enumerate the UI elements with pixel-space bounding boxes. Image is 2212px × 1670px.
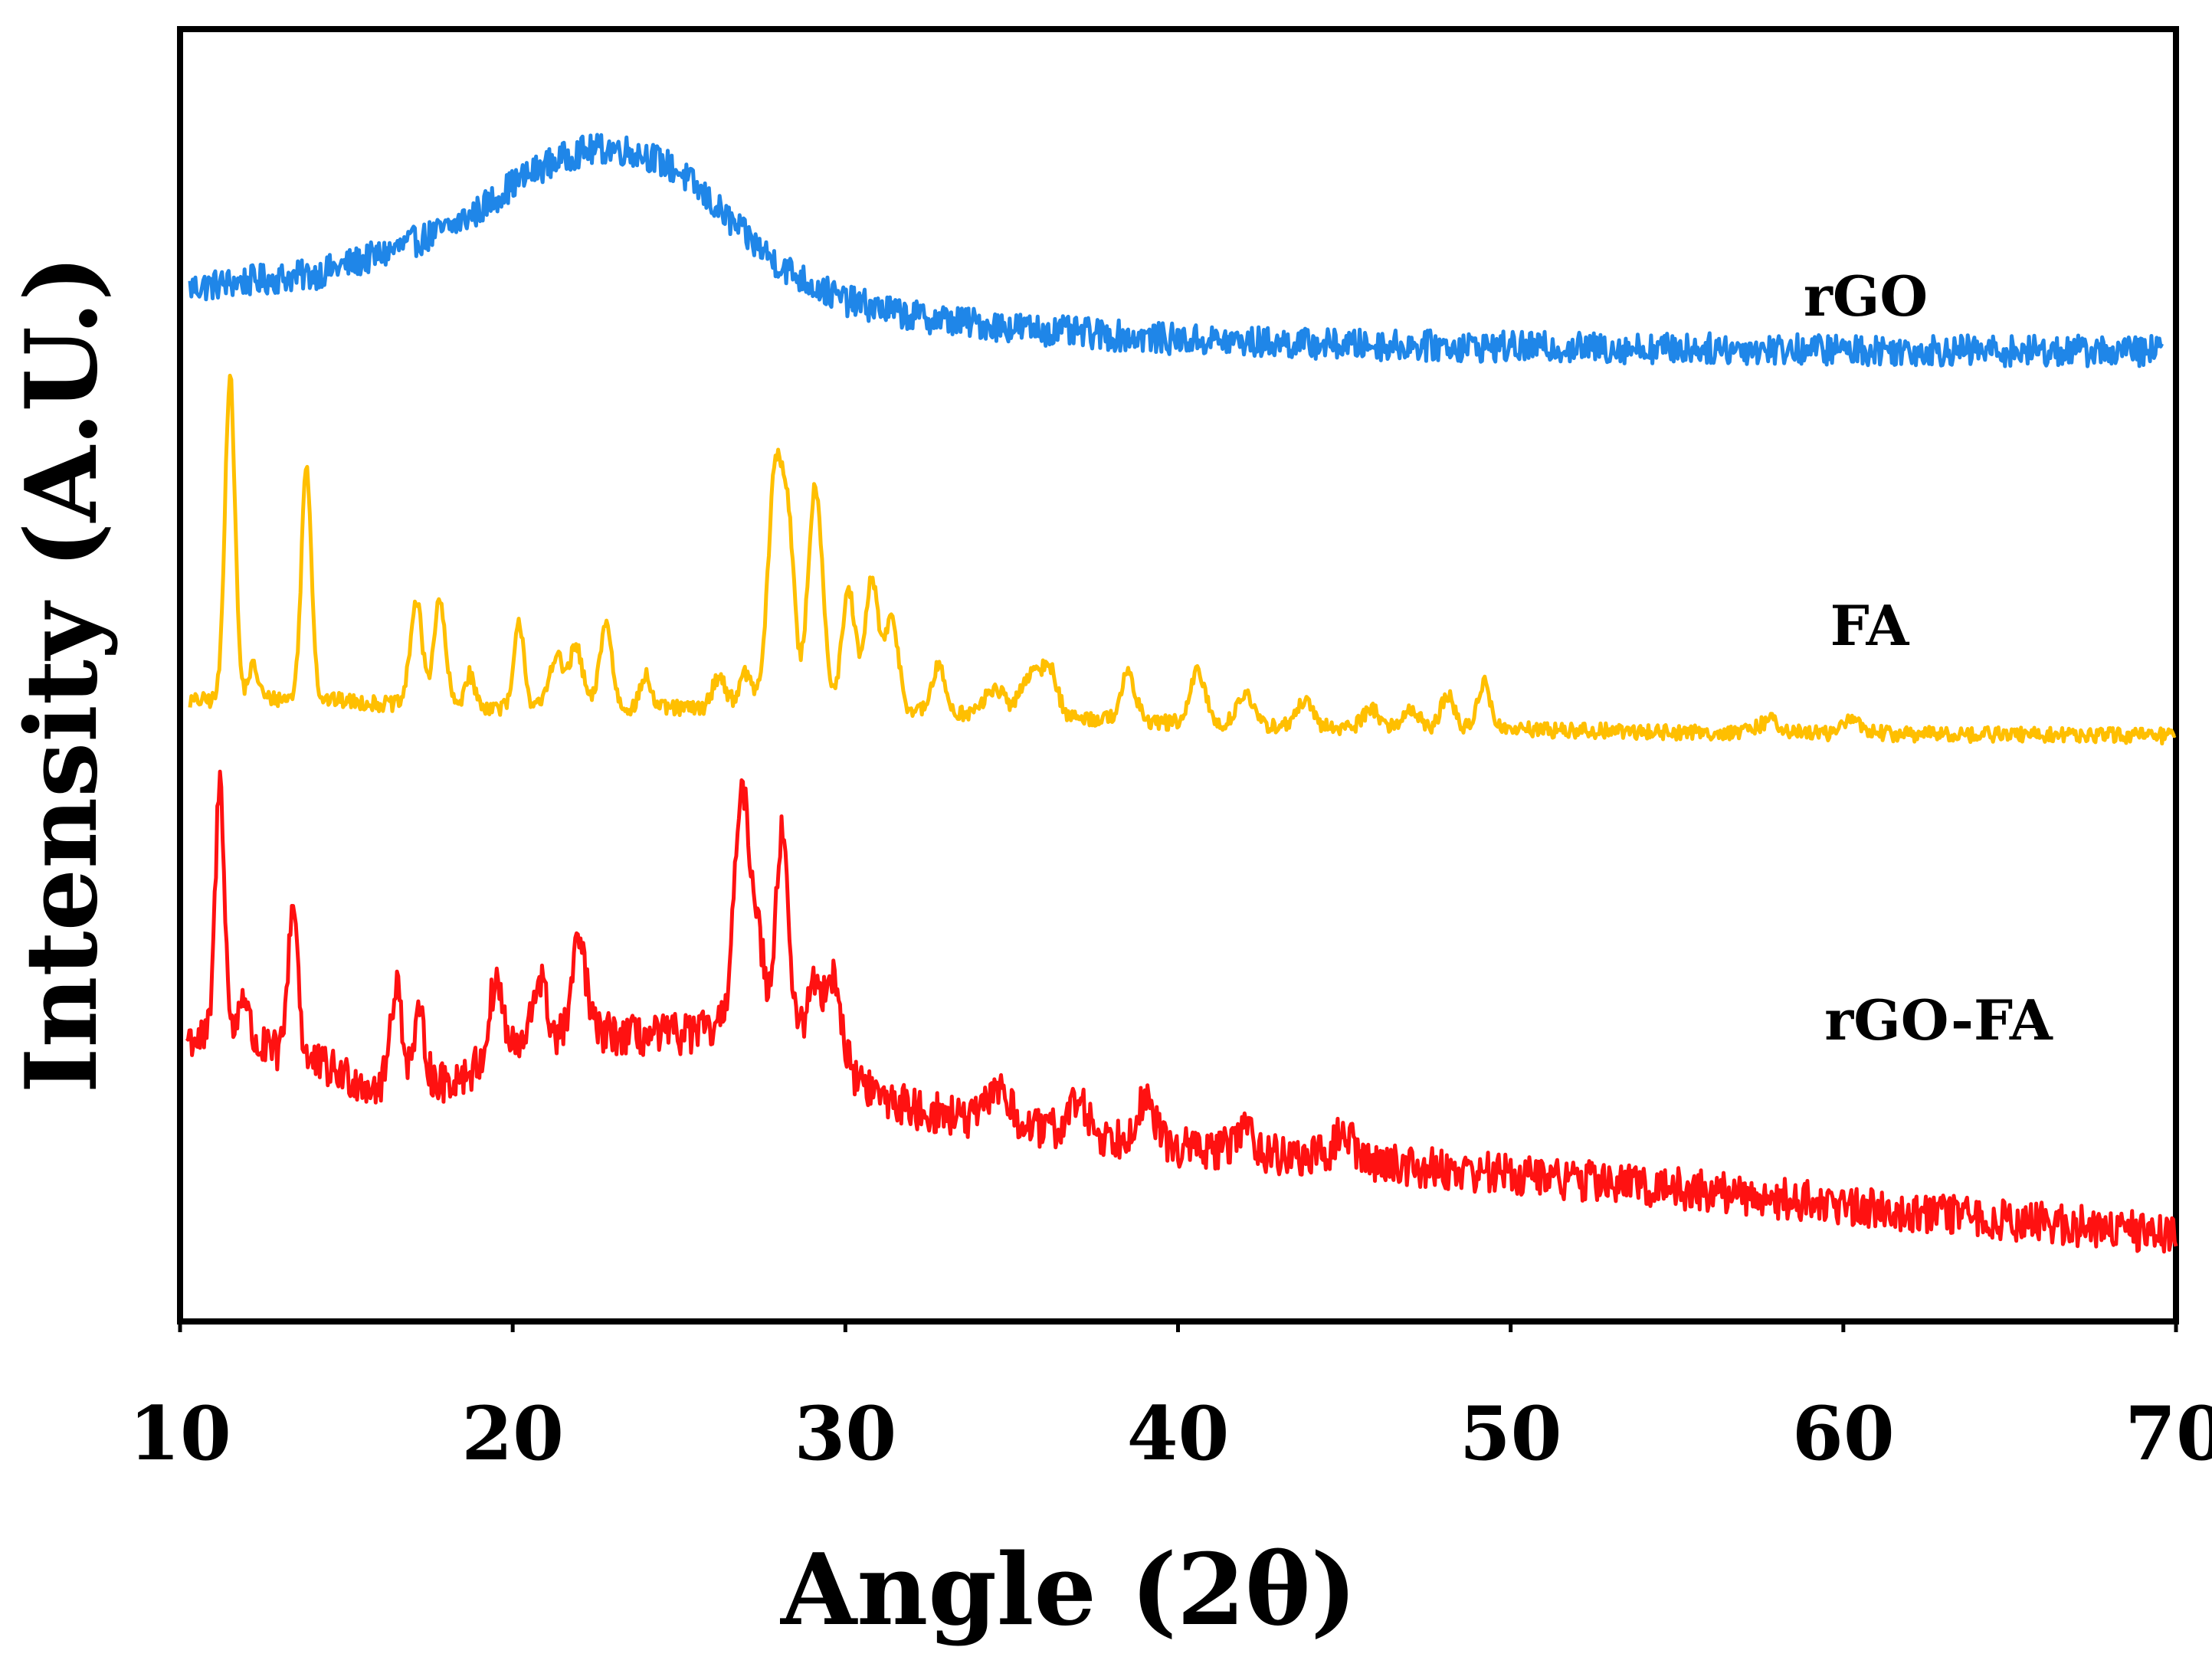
x-axis-ticks: 10 20 30 40 50 60 70 [129, 1321, 2212, 1477]
series-line-rgo-fa [185, 769, 2178, 1254]
x-tick-label: 40 [1127, 1390, 1230, 1477]
x-tick-label: 10 [129, 1390, 231, 1477]
x-tick-label: 70 [2125, 1390, 2212, 1477]
series-label-rgo: rGO [1804, 264, 1928, 329]
x-tick-label: 60 [1792, 1390, 1895, 1477]
series-label-rgo-fa: rGO-FA [1824, 987, 2053, 1053]
series-label-fa: FA [1830, 593, 1910, 658]
series-line-fa [188, 373, 2177, 746]
x-tick-label: 20 [461, 1390, 564, 1477]
series-line-rgo [188, 133, 2164, 368]
series-layer [185, 133, 2178, 1254]
y-axis-title: Intensity (A.U.) [5, 255, 120, 1094]
x-tick-label: 50 [1460, 1390, 1562, 1477]
series-labels: rGO FA rGO-FA [1804, 264, 2053, 1053]
x-axis-title: Angle (2θ) [780, 1533, 1357, 1648]
x-tick-label: 30 [795, 1390, 897, 1477]
